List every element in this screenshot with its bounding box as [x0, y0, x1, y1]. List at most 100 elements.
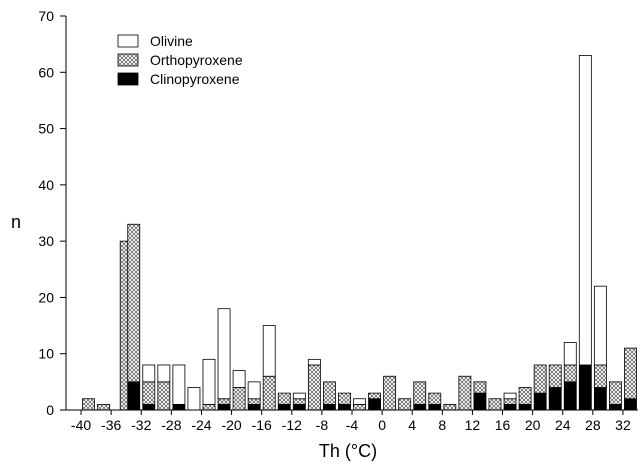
x-tick-label: -8 [316, 417, 329, 433]
x-tick-label: 4 [408, 417, 416, 433]
bar-orthopyroxene-30 [533, 364, 547, 394]
bar-olivine-8 [202, 358, 216, 405]
bar-orthopyroxene-31 [548, 364, 562, 388]
bar-orthopyroxene-15 [307, 364, 321, 411]
x-tick-label: 16 [495, 417, 511, 433]
bar-orthopyroxene-29 [518, 387, 532, 405]
bar-olivine-5 [157, 364, 171, 383]
bar-orthopyroxene-8 [202, 403, 216, 411]
bar-olivine-12 [262, 325, 276, 377]
x-tick-label: -20 [221, 417, 241, 433]
bar-olivine-33 [578, 55, 592, 366]
bar-orthopyroxene-17 [338, 392, 351, 405]
bar-orthopyroxene-28 [503, 398, 517, 405]
y-tick-label: 70 [38, 8, 54, 24]
bar-clinopyroxene-26 [473, 392, 487, 411]
bar-olivine-9 [217, 308, 231, 400]
x-tick-label: 32 [615, 417, 631, 433]
y-tick-label: 40 [38, 177, 54, 193]
bar-olivine-7 [187, 387, 201, 411]
bar-clinopyroxene-35 [609, 403, 622, 411]
x-tick-label: 24 [555, 417, 571, 433]
bar-clinopyroxene-32 [563, 381, 577, 411]
y-axis-label: n [11, 212, 21, 232]
bar-orthopyroxene-13 [277, 392, 291, 405]
bar-orthopyroxene-5 [157, 381, 171, 411]
x-tick-label: -28 [161, 417, 181, 433]
y-tick-label: 30 [38, 233, 54, 249]
legend-swatch-olivine [117, 34, 139, 48]
bar-clinopyroxene-3 [127, 381, 141, 411]
legend: Olivine Orthopyroxene Clinopyroxene [117, 33, 243, 87]
legend-label-olivine: Olivine [150, 33, 193, 49]
x-tick-label: -12 [282, 417, 302, 433]
bar-clinopyroxene-11 [247, 403, 261, 411]
bar-orthopyroxene-0 [82, 398, 95, 411]
x-tick-label: 0 [378, 417, 386, 433]
bar-orthopyroxene-3 [127, 223, 141, 383]
x-tick-label: 8 [438, 417, 446, 433]
bar-clinopyroxene-29 [518, 403, 532, 411]
x-tick-label: 12 [465, 417, 481, 433]
bar-olivine-11 [247, 381, 261, 400]
bars-layer [82, 55, 637, 411]
legend-swatch-clinopyroxene [117, 72, 139, 86]
bar-orthopyroxene-20 [383, 375, 397, 411]
bar-clinopyroxene-4 [142, 403, 156, 411]
x-tick-label: -16 [252, 417, 272, 433]
y-tick-label: 20 [38, 289, 54, 305]
bar-clinopyroxene-23 [428, 403, 442, 411]
bar-olivine-4 [142, 364, 156, 383]
bar-clinopyroxene-13 [277, 403, 291, 411]
y-tick-label: 50 [38, 121, 54, 137]
y-tick-label: 10 [38, 346, 54, 362]
bar-orthopyroxene-26 [473, 381, 487, 394]
bar-clinopyroxene-6 [172, 403, 186, 411]
x-tick-label: 28 [585, 417, 601, 433]
bar-orthopyroxene-16 [322, 381, 336, 405]
bar-olivine-6 [172, 364, 186, 405]
bar-orthopyroxene-1 [97, 403, 111, 411]
bar-olivine-28 [503, 392, 517, 400]
bar-orthopyroxene-22 [413, 381, 427, 405]
bar-clinopyroxene-22 [413, 403, 427, 411]
bar-clinopyroxene-9 [217, 403, 231, 411]
bar-clinopyroxene-31 [548, 387, 562, 411]
legend-swatch-orthopyroxene [117, 53, 139, 67]
bar-olivine-10 [232, 370, 246, 388]
bar-olivine-34 [593, 285, 607, 366]
x-tick-label: 20 [525, 417, 541, 433]
bar-orthopyroxene-23 [428, 392, 442, 405]
x-tick-label: -24 [191, 417, 211, 433]
legend-label-orthopyroxene: Orthopyroxene [150, 52, 243, 68]
y-tick-label: 60 [38, 64, 54, 80]
bar-olivine-18 [353, 398, 366, 405]
y-tick-label: 0 [46, 402, 54, 418]
bar-orthopyroxene-35 [609, 381, 622, 405]
bar-orthopyroxene-10 [232, 387, 246, 411]
bar-orthopyroxene-19 [368, 392, 381, 400]
bar-clinopyroxene-33 [578, 364, 592, 411]
bar-orthopyroxene-11 [247, 398, 261, 405]
bar-olivine-15 [307, 358, 321, 366]
x-tick-label: -36 [101, 417, 121, 433]
bar-clinopyroxene-19 [368, 398, 381, 411]
bar-orthopyroxene-12 [262, 375, 276, 411]
x-tick-label: -40 [71, 417, 91, 433]
bar-clinopyroxene-30 [533, 392, 547, 411]
bar-orthopyroxene-25 [458, 375, 472, 411]
bar-orthopyroxene-36 [624, 347, 637, 400]
x-tick-label: -32 [131, 417, 151, 433]
x-tick-label: -4 [346, 417, 359, 433]
bar-orthopyroxene-14 [292, 398, 306, 405]
bar-clinopyroxene-34 [593, 387, 607, 411]
bar-clinopyroxene-28 [503, 403, 517, 411]
bar-orthopyroxene-34 [593, 364, 607, 388]
bar-clinopyroxene-36 [624, 398, 637, 411]
bar-clinopyroxene-17 [338, 403, 351, 411]
bar-orthopyroxene-24 [443, 403, 457, 411]
bar-orthopyroxene-27 [488, 398, 502, 411]
